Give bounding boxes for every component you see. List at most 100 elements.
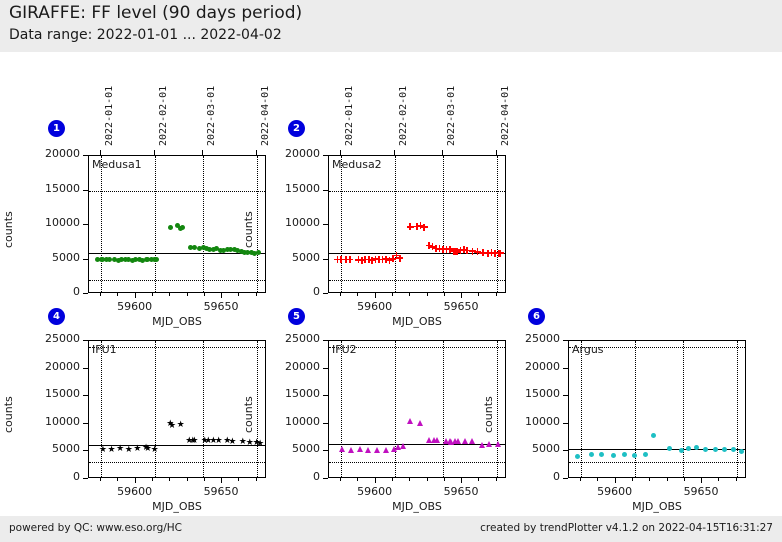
y-tick-mark bbox=[323, 422, 328, 424]
data-point bbox=[140, 257, 146, 263]
y-tick-mark bbox=[83, 189, 88, 191]
data-point bbox=[575, 454, 581, 460]
y-axis-label: counts bbox=[482, 396, 495, 433]
data-point bbox=[469, 437, 476, 444]
horizontal-gridline bbox=[329, 280, 505, 282]
x-minor-tick-mark bbox=[221, 293, 223, 296]
plot-area-ifu2[interactable] bbox=[328, 340, 506, 478]
data-point bbox=[115, 257, 121, 263]
footer-bar: powered by QC: www.eso.org/HC created by… bbox=[0, 516, 782, 542]
horizontal-gridline bbox=[329, 462, 505, 464]
y-tick-mark bbox=[323, 450, 328, 452]
x-minor-tick-mark bbox=[649, 478, 651, 481]
data-point bbox=[224, 246, 230, 252]
vertical-gridline bbox=[443, 341, 445, 477]
x-minor-tick-mark bbox=[186, 478, 188, 481]
data-point bbox=[365, 447, 372, 454]
x-minor-tick-mark bbox=[409, 478, 411, 481]
plot-area-argus[interactable] bbox=[568, 340, 746, 478]
data-point bbox=[703, 446, 709, 452]
x-tick-label: 59650 bbox=[443, 485, 479, 498]
x-minor-tick-mark bbox=[117, 478, 119, 481]
series-label-argus: Argus bbox=[572, 343, 604, 356]
x-minor-tick-mark bbox=[718, 478, 720, 481]
y-tick-mark bbox=[83, 155, 88, 156]
data-point bbox=[112, 257, 118, 263]
y-tick-label: 0 bbox=[73, 285, 80, 298]
data-point bbox=[145, 257, 151, 262]
plot-area-medusa2[interactable] bbox=[328, 155, 506, 293]
panel-badge-4[interactable]: 4 bbox=[48, 308, 65, 325]
x-minor-tick-mark bbox=[461, 478, 463, 481]
vertical-gridline bbox=[394, 341, 396, 477]
data-point bbox=[167, 224, 173, 230]
y-tick-label: 5000 bbox=[52, 442, 80, 456]
data-point bbox=[588, 452, 594, 458]
vertical-gridline bbox=[203, 341, 205, 477]
y-tick-mark bbox=[323, 367, 328, 369]
data-point bbox=[373, 446, 380, 453]
top-date-tick-label: 2022-03-01 bbox=[446, 85, 458, 146]
data-point bbox=[126, 257, 132, 263]
x-minor-tick-mark bbox=[495, 478, 497, 481]
horizontal-gridline bbox=[569, 462, 745, 464]
panel-badge-1[interactable]: 1 bbox=[48, 120, 65, 137]
data-point bbox=[188, 244, 194, 250]
x-tick-label: 59650 bbox=[443, 300, 479, 313]
y-tick-mark bbox=[83, 422, 88, 424]
data-point bbox=[231, 247, 237, 253]
panel-badge-5[interactable]: 5 bbox=[288, 308, 305, 325]
page-title: GIRAFFE: FF level (90 days period) bbox=[9, 3, 303, 23]
x-axis-label: MJD_OBS bbox=[152, 500, 202, 513]
data-point bbox=[468, 247, 476, 255]
x-minor-tick-mark bbox=[443, 293, 445, 296]
y-tick-label: 5000 bbox=[52, 250, 80, 264]
y-tick-mark bbox=[563, 422, 568, 424]
data-point: ★ bbox=[167, 420, 177, 431]
x-minor-tick-mark bbox=[409, 293, 411, 296]
y-tick-label: 0 bbox=[313, 470, 320, 483]
y-axis-label: counts bbox=[242, 396, 255, 433]
y-tick-label: 20000 bbox=[285, 147, 320, 160]
data-point bbox=[197, 245, 203, 251]
panel-badge-2[interactable]: 2 bbox=[288, 120, 305, 137]
data-point: ★ bbox=[200, 436, 209, 447]
reference-line bbox=[329, 444, 505, 446]
y-tick-label: 15000 bbox=[45, 181, 80, 195]
panel-badge-6[interactable]: 6 bbox=[528, 308, 545, 325]
horizontal-gridline bbox=[89, 280, 265, 282]
horizontal-gridline bbox=[89, 190, 265, 192]
data-point bbox=[479, 249, 487, 257]
plot-area-medusa1[interactable] bbox=[88, 155, 266, 293]
y-tick-label: 15000 bbox=[525, 387, 560, 401]
y-tick-mark bbox=[83, 450, 88, 452]
data-point bbox=[611, 453, 617, 459]
plot-area-ifu1[interactable]: ★ ★ ★ ★ ★ ★ ★ ★ ★ ★ ★ ★ ★ ★ ★ ★ ★ ★ ★ ★ ★ ★ ★ ★ bbox=[88, 340, 266, 478]
y-tick-label: 20000 bbox=[45, 359, 80, 373]
data-point bbox=[425, 436, 432, 443]
x-minor-tick-mark bbox=[100, 478, 102, 481]
x-minor-tick-mark bbox=[151, 478, 153, 481]
data-point: ★ bbox=[150, 445, 159, 456]
x-tick-label: 59650 bbox=[203, 485, 239, 498]
data-point bbox=[200, 245, 206, 251]
y-tick-label: 10000 bbox=[525, 414, 560, 428]
x-minor-tick-mark bbox=[391, 293, 393, 296]
y-tick-mark bbox=[83, 478, 88, 479]
data-point bbox=[446, 245, 454, 253]
vertical-gridline bbox=[443, 156, 445, 292]
x-minor-tick-mark bbox=[374, 478, 376, 481]
top-date-tick-mark bbox=[202, 150, 204, 155]
data-point: ★ bbox=[252, 438, 261, 449]
data-point bbox=[479, 441, 486, 448]
data-point bbox=[425, 242, 433, 250]
data-point: ★ bbox=[143, 444, 152, 455]
data-point bbox=[242, 250, 248, 256]
data-point bbox=[451, 437, 458, 444]
top-date-tick-mark bbox=[393, 150, 395, 155]
x-minor-tick-mark bbox=[666, 478, 668, 481]
x-minor-tick-mark bbox=[683, 478, 685, 481]
top-date-tick-label: 2022-01-01 bbox=[344, 85, 356, 146]
data-point bbox=[179, 224, 185, 230]
x-tick-label: 59650 bbox=[203, 300, 239, 313]
